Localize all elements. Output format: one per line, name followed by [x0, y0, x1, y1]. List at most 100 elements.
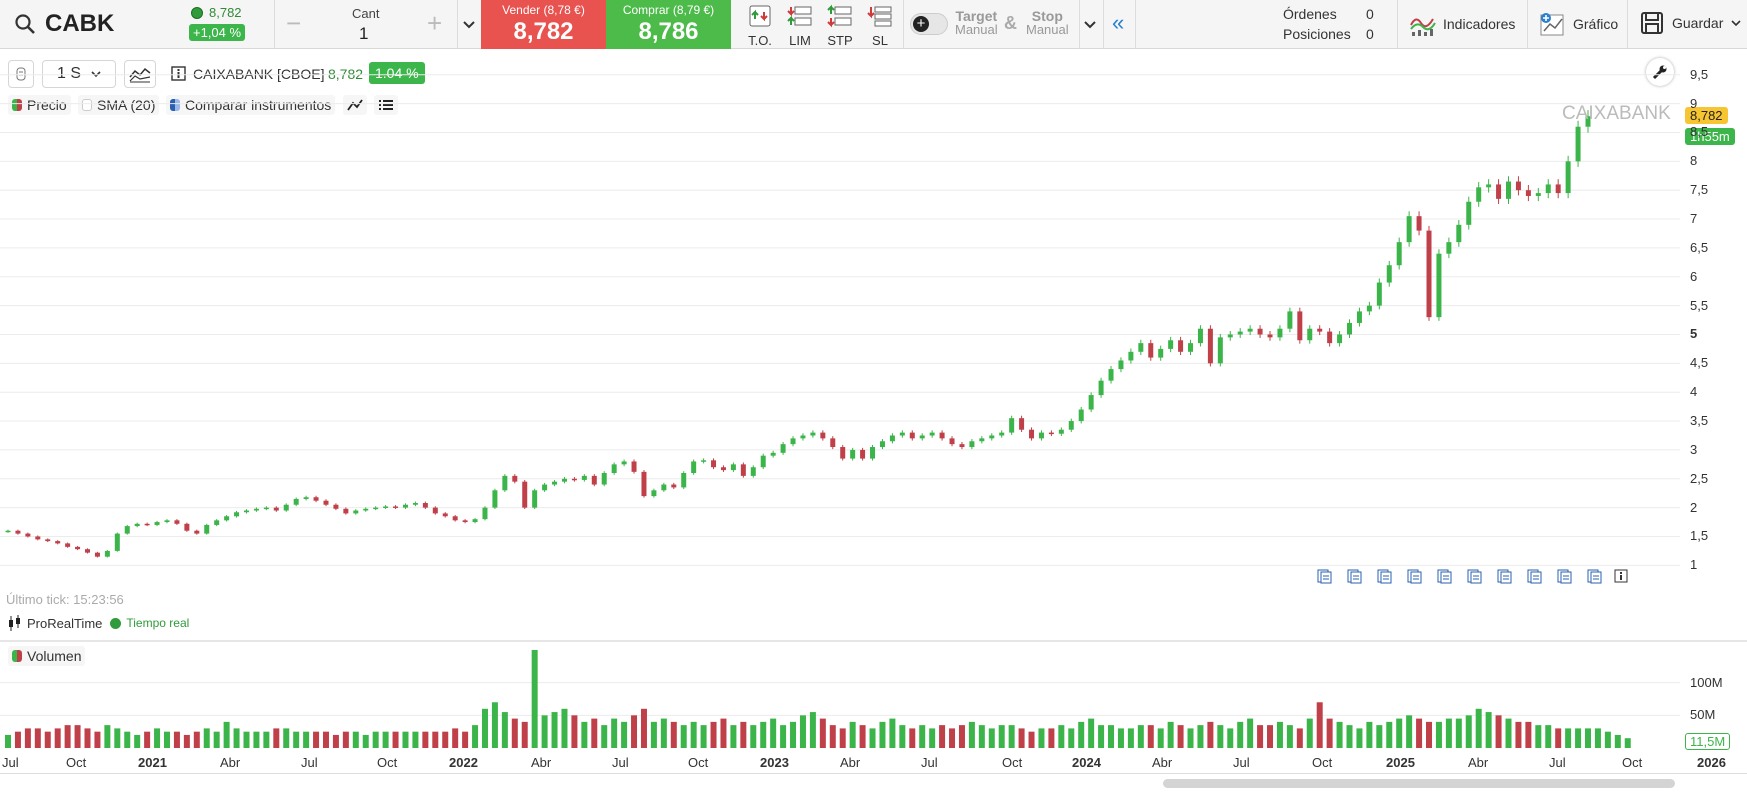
legend-sma[interactable]: SMA (20) — [78, 95, 160, 115]
timeframe-select[interactable]: 1 S — [42, 60, 116, 88]
chevron-down-icon[interactable] — [463, 20, 475, 30]
chevron-down-icon[interactable] — [1084, 20, 1096, 30]
candle-body — [681, 473, 687, 488]
indicators-label: Indicadores — [1443, 16, 1516, 32]
order-to-label: T.O. — [748, 33, 772, 48]
last-price: 8,782 — [209, 5, 242, 20]
symbol-title[interactable]: CABK — [45, 10, 115, 37]
collapse-panel-button[interactable]: « — [1112, 10, 1125, 35]
realtime-label: Tiempo real — [126, 616, 190, 630]
volume-bar — [392, 731, 399, 748]
candle-body — [611, 464, 617, 473]
candle-body — [532, 490, 538, 508]
time-tick-label: Oct — [377, 755, 398, 770]
volume-bar — [1217, 725, 1224, 748]
dividend-event-icon[interactable] — [1524, 568, 1554, 584]
info-event-icon[interactable] — [1614, 568, 1630, 584]
sell-button[interactable]: Vender (8,78 €) 8,782 — [481, 0, 606, 49]
legend-compare[interactable]: Comparar instrumentos — [166, 95, 336, 115]
dividend-event-icon[interactable] — [1554, 568, 1584, 584]
qty-minus-button[interactable]: − — [286, 8, 302, 38]
volume-bar — [780, 725, 787, 748]
qty-input[interactable]: 1 — [359, 24, 369, 43]
object-list-button[interactable] — [374, 95, 398, 115]
target-manual[interactable]: Target Manual — [955, 9, 998, 37]
indicators-button[interactable]: Indicadores — [1409, 11, 1515, 37]
candle-body — [1555, 184, 1561, 194]
volume-bar — [362, 734, 369, 748]
candle-body — [1466, 201, 1472, 225]
time-tick-label: Oct — [1312, 755, 1333, 770]
volume-bar — [442, 731, 449, 748]
orders-label[interactable]: Órdenes — [1283, 6, 1337, 22]
time-tick-label: 2025 — [1386, 755, 1415, 770]
dividend-event-icon[interactable] — [1344, 568, 1374, 584]
last-tick-text: Último tick: 15:23:56 — [6, 592, 124, 607]
chart-watermark: CAIXABANK — [1562, 103, 1671, 124]
volume-bar — [322, 731, 329, 748]
qty-plus-button[interactable]: + — [427, 8, 443, 38]
save-button[interactable]: Guardar — [1640, 11, 1741, 35]
chart-label: Gráfico — [1573, 16, 1619, 32]
candle-body — [144, 523, 150, 526]
volume-bar — [720, 718, 727, 748]
time-tick-label: Jul — [1549, 755, 1566, 770]
volume-bar — [1624, 738, 1631, 748]
volume-bar — [511, 718, 518, 748]
dividend-event-icon[interactable] — [1314, 568, 1344, 584]
candle-body — [1337, 334, 1343, 344]
volume-bar — [799, 715, 806, 748]
candle-body — [740, 464, 746, 476]
volume-bar — [939, 725, 946, 748]
volume-bar — [1276, 721, 1283, 748]
candle-body — [1148, 343, 1154, 358]
chart-style-button[interactable] — [124, 60, 156, 88]
drag-handle-button[interactable] — [8, 60, 34, 88]
target-stop-toggle[interactable]: + — [910, 13, 948, 35]
candle-body — [1535, 193, 1541, 196]
event-markers — [1314, 568, 1630, 584]
time-tick-label: Jul — [612, 755, 629, 770]
volume-bar — [14, 731, 21, 748]
dividend-event-icon[interactable] — [1374, 568, 1404, 584]
volume-tag: 11,5M — [1685, 733, 1731, 750]
candle-body — [1068, 421, 1074, 430]
dividend-event-icon[interactable] — [1434, 568, 1464, 584]
candle-body — [959, 444, 965, 448]
stop-manual[interactable]: Stop Manual — [1026, 9, 1069, 37]
legend-volume[interactable]: Volumen — [8, 646, 86, 666]
dividend-event-icon[interactable] — [1584, 568, 1614, 584]
search-icon[interactable] — [14, 13, 36, 35]
legend-price[interactable]: Precio — [8, 95, 71, 115]
horizontal-scrollbar-track[interactable] — [0, 773, 1747, 792]
volume-bar — [1326, 718, 1333, 748]
volume-bar — [700, 725, 707, 748]
scrollbar-thumb[interactable] — [1163, 779, 1675, 788]
volume-bar — [1604, 731, 1611, 748]
chart-settings-button[interactable] — [1646, 58, 1674, 86]
chart-add-button[interactable]: Gráfico — [1539, 11, 1618, 37]
candle-body — [303, 497, 309, 499]
time-tick-label: Oct — [688, 755, 709, 770]
change-badge: +1,04 % — [189, 24, 246, 41]
positions-label[interactable]: Posiciones — [1283, 26, 1351, 42]
order-stp-button[interactable]: STP — [822, 4, 858, 48]
buy-button[interactable]: Comprar (8,79 €) 8,786 — [606, 0, 731, 49]
time-tick-label: Abr — [1468, 755, 1489, 770]
order-lim-button[interactable]: LIM — [782, 4, 818, 48]
dividend-event-icon[interactable] — [1494, 568, 1524, 584]
volume-series — [0, 650, 1680, 748]
volume-bar — [74, 725, 81, 748]
dividend-event-icon[interactable] — [1464, 568, 1494, 584]
candle-body — [1515, 181, 1521, 191]
order-sl-button[interactable]: SL — [862, 4, 898, 48]
candle-body — [552, 481, 558, 485]
time-tick-label: Oct — [1622, 755, 1643, 770]
price-chart[interactable] — [0, 49, 1747, 792]
time-tick-label: Abr — [1152, 755, 1173, 770]
dividend-event-icon[interactable] — [1404, 568, 1434, 584]
target-label: Target — [955, 8, 998, 24]
candle-body — [889, 435, 895, 442]
volume-bar — [1296, 728, 1303, 748]
order-to-button[interactable]: T.O. — [742, 4, 778, 48]
